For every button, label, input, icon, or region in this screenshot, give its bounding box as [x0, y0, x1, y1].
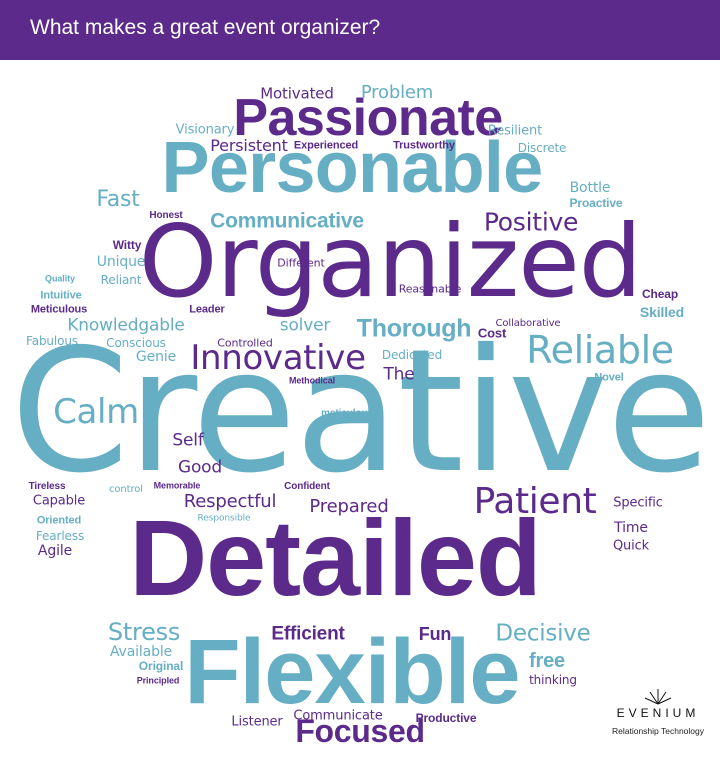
cloud-word: Reliable [526, 328, 674, 372]
cloud-word: Quality [45, 273, 75, 284]
cloud-word: Discrete [517, 141, 567, 155]
cloud-word: Motivated [260, 84, 334, 103]
cloud-word: Intuitive [40, 289, 82, 302]
cloud-word: Fast [96, 187, 140, 212]
logo-tagline: Relationship Technology [612, 726, 704, 736]
cloud-word: Capable [32, 493, 86, 509]
page-title: What makes a great event organizer? [30, 16, 381, 39]
star-burst-icon [644, 689, 672, 705]
cloud-word: Fabulous [26, 334, 78, 348]
cloud-word: thinking [529, 673, 577, 687]
cloud-word: Creative [10, 313, 711, 511]
logo-name: EVENIUM [616, 706, 700, 720]
cloud-word: Dedicated [381, 348, 443, 362]
cloud-word: solver [279, 315, 331, 336]
cloud-word: Passionate [233, 89, 503, 147]
cloud-word: Agile [37, 543, 73, 559]
cloud-word: Available [109, 644, 173, 660]
cloud-word: Time [614, 520, 648, 536]
cloud-word: Flexible [184, 621, 520, 723]
cloud-word: control [109, 484, 143, 495]
cloud-word: Unique [96, 254, 146, 270]
cloud-word: Good [177, 457, 223, 478]
cloud-word: Controlled [217, 336, 273, 350]
cloud-word: Positive [483, 207, 579, 237]
cloud-word: Trustworthy [393, 139, 455, 152]
cloud-word: Leader [189, 303, 225, 316]
cloud-word: Witty [112, 238, 142, 252]
cloud-word: Meticulous [30, 303, 88, 316]
cloud-word: Problem [360, 82, 434, 103]
cloud-word: Quick [612, 538, 650, 554]
cloud-word: Prepared [309, 496, 389, 517]
cloud-word: meticulous [321, 408, 373, 419]
cloud-word: Novel [594, 371, 624, 384]
cloud-word: Experienced [293, 139, 359, 152]
cloud-word: Reliant [100, 273, 142, 287]
cloud-word: Personable [161, 128, 544, 208]
cloud-word: Responsible [197, 513, 251, 524]
cloud-word: Innovative [190, 338, 366, 378]
cloud-word: Decisive [495, 620, 591, 647]
cloud-word: Methodical [288, 375, 336, 386]
cloud-word: Persistent [210, 136, 288, 155]
cloud-word: Focused [295, 713, 425, 749]
cloud-word: Bottle [569, 180, 611, 196]
cloud-word: Different [277, 256, 325, 270]
cloud-word: Memorable [153, 480, 201, 491]
cloud-word: Tireless [28, 481, 66, 492]
cloud-word: Skilled [639, 304, 685, 320]
cloud-word: Efficient [271, 623, 345, 645]
cloud-word: Cost [477, 325, 507, 341]
cloud-word: Knowledgable [67, 315, 185, 336]
cloud-word: Productive [415, 711, 477, 725]
cloud-word: Listener [231, 714, 283, 730]
cloud-word: Principled [136, 675, 180, 686]
cloud-word: Thorough [356, 314, 472, 343]
cloud-word: Honest [149, 210, 183, 221]
cloud-word: Fearless [35, 529, 85, 543]
cloud-word: Fun [418, 624, 452, 644]
cloud-word: Stress [107, 618, 181, 646]
cloud-word: Calm [53, 392, 139, 432]
cloud-word: Original [138, 659, 184, 673]
header-banner: What makes a great event organizer? [0, 0, 720, 60]
cloud-word: Communicative [210, 209, 364, 233]
cloud-word: Communicate [293, 708, 383, 724]
cloud-word: Confident [284, 481, 330, 492]
cloud-word: Collaborative [495, 318, 561, 329]
cloud-word: Reasonable [398, 282, 462, 296]
cloud-word: Self [172, 430, 204, 451]
cloud-word: Visionary [175, 122, 235, 138]
cloud-word: Genie [135, 349, 177, 365]
cloud-word: Respectful [183, 491, 277, 512]
cloud-word: Proactive [569, 196, 623, 210]
cloud-word: Cheap [641, 287, 679, 301]
cloud-word: Organized [138, 203, 642, 320]
cloud-word: Oriented [36, 514, 82, 527]
evenium-logo: EVENIUM Relationship Technology [610, 686, 706, 746]
cloud-word: Detailed [129, 497, 542, 618]
cloud-word: Resilient [487, 123, 543, 139]
cloud-word: Patient [473, 481, 597, 522]
cloud-word: Specific [613, 495, 663, 511]
cloud-word: Conscious [106, 336, 166, 350]
cloud-word: free [529, 650, 565, 672]
cloud-word: The [383, 364, 415, 385]
